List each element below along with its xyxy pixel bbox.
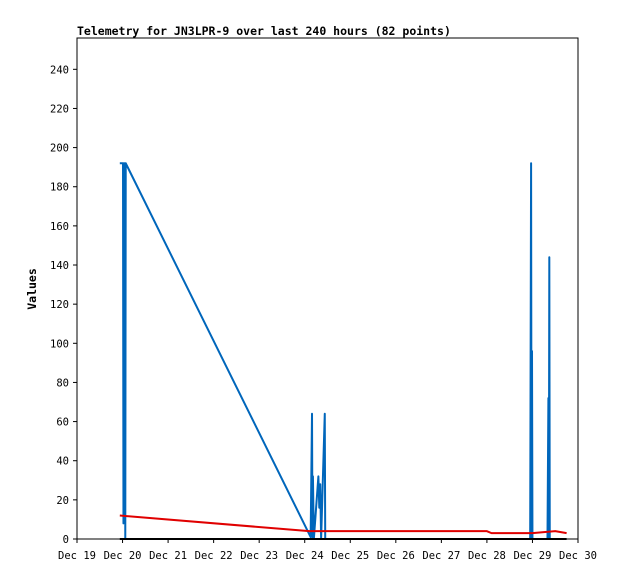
y-tick-label: 120 [50, 299, 69, 311]
x-tick-label: Dec 26 [377, 550, 415, 562]
x-tick-label: Dec 19 [58, 550, 96, 562]
y-tick-label: 220 [50, 103, 69, 115]
y-tick-label: 140 [50, 260, 69, 272]
y-tick-label: 200 [50, 143, 69, 155]
x-tick-label: Dec 20 [104, 550, 142, 562]
y-tick-label: 80 [56, 377, 69, 389]
y-tick-label: 160 [50, 221, 69, 233]
y-axis: 0 20 40 60 80 100 120 140 160 180 200 220 240 [50, 64, 77, 546]
y-tick-label: 180 [50, 182, 69, 194]
chart-title: Telemetry for JN3LPR-9 over last 240 hou… [77, 24, 451, 38]
x-tick-label: Dec 29 [513, 550, 551, 562]
series-line-2 [119, 514, 567, 535]
x-tick-label: Dec 27 [422, 550, 460, 562]
y-tick-label: 240 [50, 64, 69, 76]
x-tick-label: Dec 28 [468, 550, 506, 562]
x-tick-label: Dec 24 [286, 550, 324, 562]
x-tick-label: Dec 25 [331, 550, 369, 562]
y-tick-label: 100 [50, 338, 69, 350]
x-tick-label: Dec 22 [195, 550, 233, 562]
y-axis-label: Values [25, 268, 39, 310]
plot-area [76, 37, 579, 540]
x-tick-label: Dec 23 [240, 550, 278, 562]
y-tick-label: 0 [63, 534, 69, 546]
y-tick-label: 60 [56, 417, 69, 429]
y-tick-label: 40 [56, 456, 69, 468]
x-tick-label: Dec 30 [559, 550, 597, 562]
x-tick-label: Dec 21 [149, 550, 187, 562]
series-layer [119, 162, 567, 540]
x-axis: Dec 19 Dec 20 Dec 21 Dec 22 Dec 23 Dec 24 Dec … [58, 539, 597, 562]
y-tick-label: 20 [56, 495, 69, 507]
